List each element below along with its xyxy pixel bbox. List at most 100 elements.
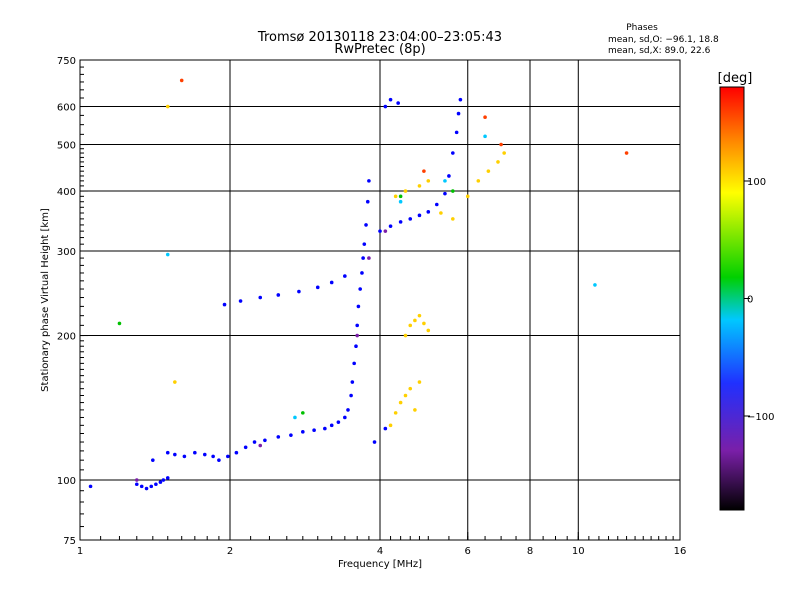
data-point <box>383 104 388 109</box>
data-point <box>134 478 139 482</box>
x-tick-label: 8 <box>527 546 533 557</box>
colorbar-tick-label: 0 <box>747 295 753 306</box>
data-point <box>355 323 359 328</box>
chart-subtitle: RwPretec (8p) <box>334 42 425 57</box>
colorbar-tick-label: −100 <box>747 412 774 423</box>
data-point <box>476 179 481 183</box>
data-point <box>360 271 364 275</box>
data-point <box>354 344 358 349</box>
x-axis-ticks: 1 2 4 6 8 10 16 <box>77 532 686 557</box>
data-point <box>202 452 207 457</box>
data-point <box>398 220 403 224</box>
data-point <box>443 179 447 183</box>
data-point <box>165 252 170 257</box>
data-point <box>426 328 431 333</box>
x-tick-label: 2 <box>227 546 233 557</box>
data-point <box>408 323 413 328</box>
data-point <box>426 179 431 183</box>
data-point <box>361 256 365 260</box>
data-point <box>349 393 353 398</box>
data-point <box>238 299 243 303</box>
data-point <box>161 478 166 482</box>
data-point <box>451 217 455 221</box>
data-point <box>422 169 426 173</box>
data-point <box>403 189 408 193</box>
data-point <box>182 454 187 459</box>
data-point <box>329 280 334 285</box>
data-point <box>352 361 356 366</box>
data-point <box>364 223 368 227</box>
y-tick-label: 750 <box>57 56 76 67</box>
data-point <box>217 458 221 462</box>
data-point <box>454 130 459 135</box>
data-point <box>365 199 370 204</box>
data-point <box>398 194 403 199</box>
data-point <box>356 304 361 309</box>
data-point <box>417 380 422 384</box>
data-point <box>234 450 239 455</box>
data-point <box>417 213 422 218</box>
data-point <box>144 486 149 491</box>
data-point <box>301 430 305 434</box>
data-point <box>165 476 170 480</box>
data-point <box>343 274 347 278</box>
data-point <box>346 408 350 412</box>
data-point <box>408 217 413 221</box>
data-point <box>154 482 158 487</box>
y-tick-label: 200 <box>57 332 76 343</box>
phase-info-x: mean, sd,X: 89.0, 22.6 <box>608 46 711 56</box>
data-point <box>336 420 341 424</box>
data-point <box>403 393 408 398</box>
x-tick-label: 1 <box>77 546 83 557</box>
data-point <box>483 115 487 120</box>
x-tick-label: 4 <box>377 546 383 557</box>
y-tick-label: 600 <box>57 103 76 114</box>
data-point <box>179 78 184 83</box>
data-point <box>451 151 455 155</box>
data-point <box>396 101 400 105</box>
data-point <box>258 295 263 300</box>
data-point <box>355 333 359 338</box>
data-point <box>149 484 154 489</box>
data-point <box>134 482 139 487</box>
data-point <box>367 179 371 183</box>
data-point <box>393 411 398 415</box>
data-point <box>393 194 398 199</box>
phase-info-title: Phases <box>626 23 658 33</box>
data-point <box>486 169 491 173</box>
data-point <box>301 411 305 415</box>
x-tick-label: 10 <box>572 546 585 557</box>
data-point <box>165 104 170 109</box>
data-point <box>222 302 227 307</box>
data-point <box>447 174 451 178</box>
data-point <box>403 333 408 338</box>
data-point <box>388 97 393 102</box>
data-point <box>151 458 155 462</box>
data-point <box>358 287 362 291</box>
data-point <box>211 454 215 459</box>
data-point <box>252 440 257 444</box>
data-point <box>173 380 177 384</box>
data-point <box>456 111 461 116</box>
y-axis-ticks: 75 100 200 300 400 500 600 750 <box>57 56 88 547</box>
data-point <box>417 184 422 188</box>
data-point <box>451 189 455 193</box>
y-tick-label: 75 <box>63 536 76 547</box>
data-point <box>499 142 503 147</box>
scatter-points <box>88 78 629 491</box>
data-point <box>413 408 417 412</box>
x-axis-label: Frequency [MHz] <box>338 559 422 570</box>
data-point <box>88 484 93 489</box>
colorbar-label: [deg] <box>718 71 753 86</box>
data-point <box>496 160 500 164</box>
data-point <box>276 435 281 439</box>
data-point <box>276 293 281 297</box>
y-tick-label: 400 <box>57 187 76 198</box>
data-point <box>502 151 506 155</box>
data-point <box>165 450 170 455</box>
data-point <box>413 318 417 323</box>
data-point <box>343 415 347 420</box>
data-point <box>398 199 403 204</box>
data-point <box>312 428 316 433</box>
chart-title: Tromsø 20130118 23:04:00–23:05:43 <box>257 30 502 45</box>
